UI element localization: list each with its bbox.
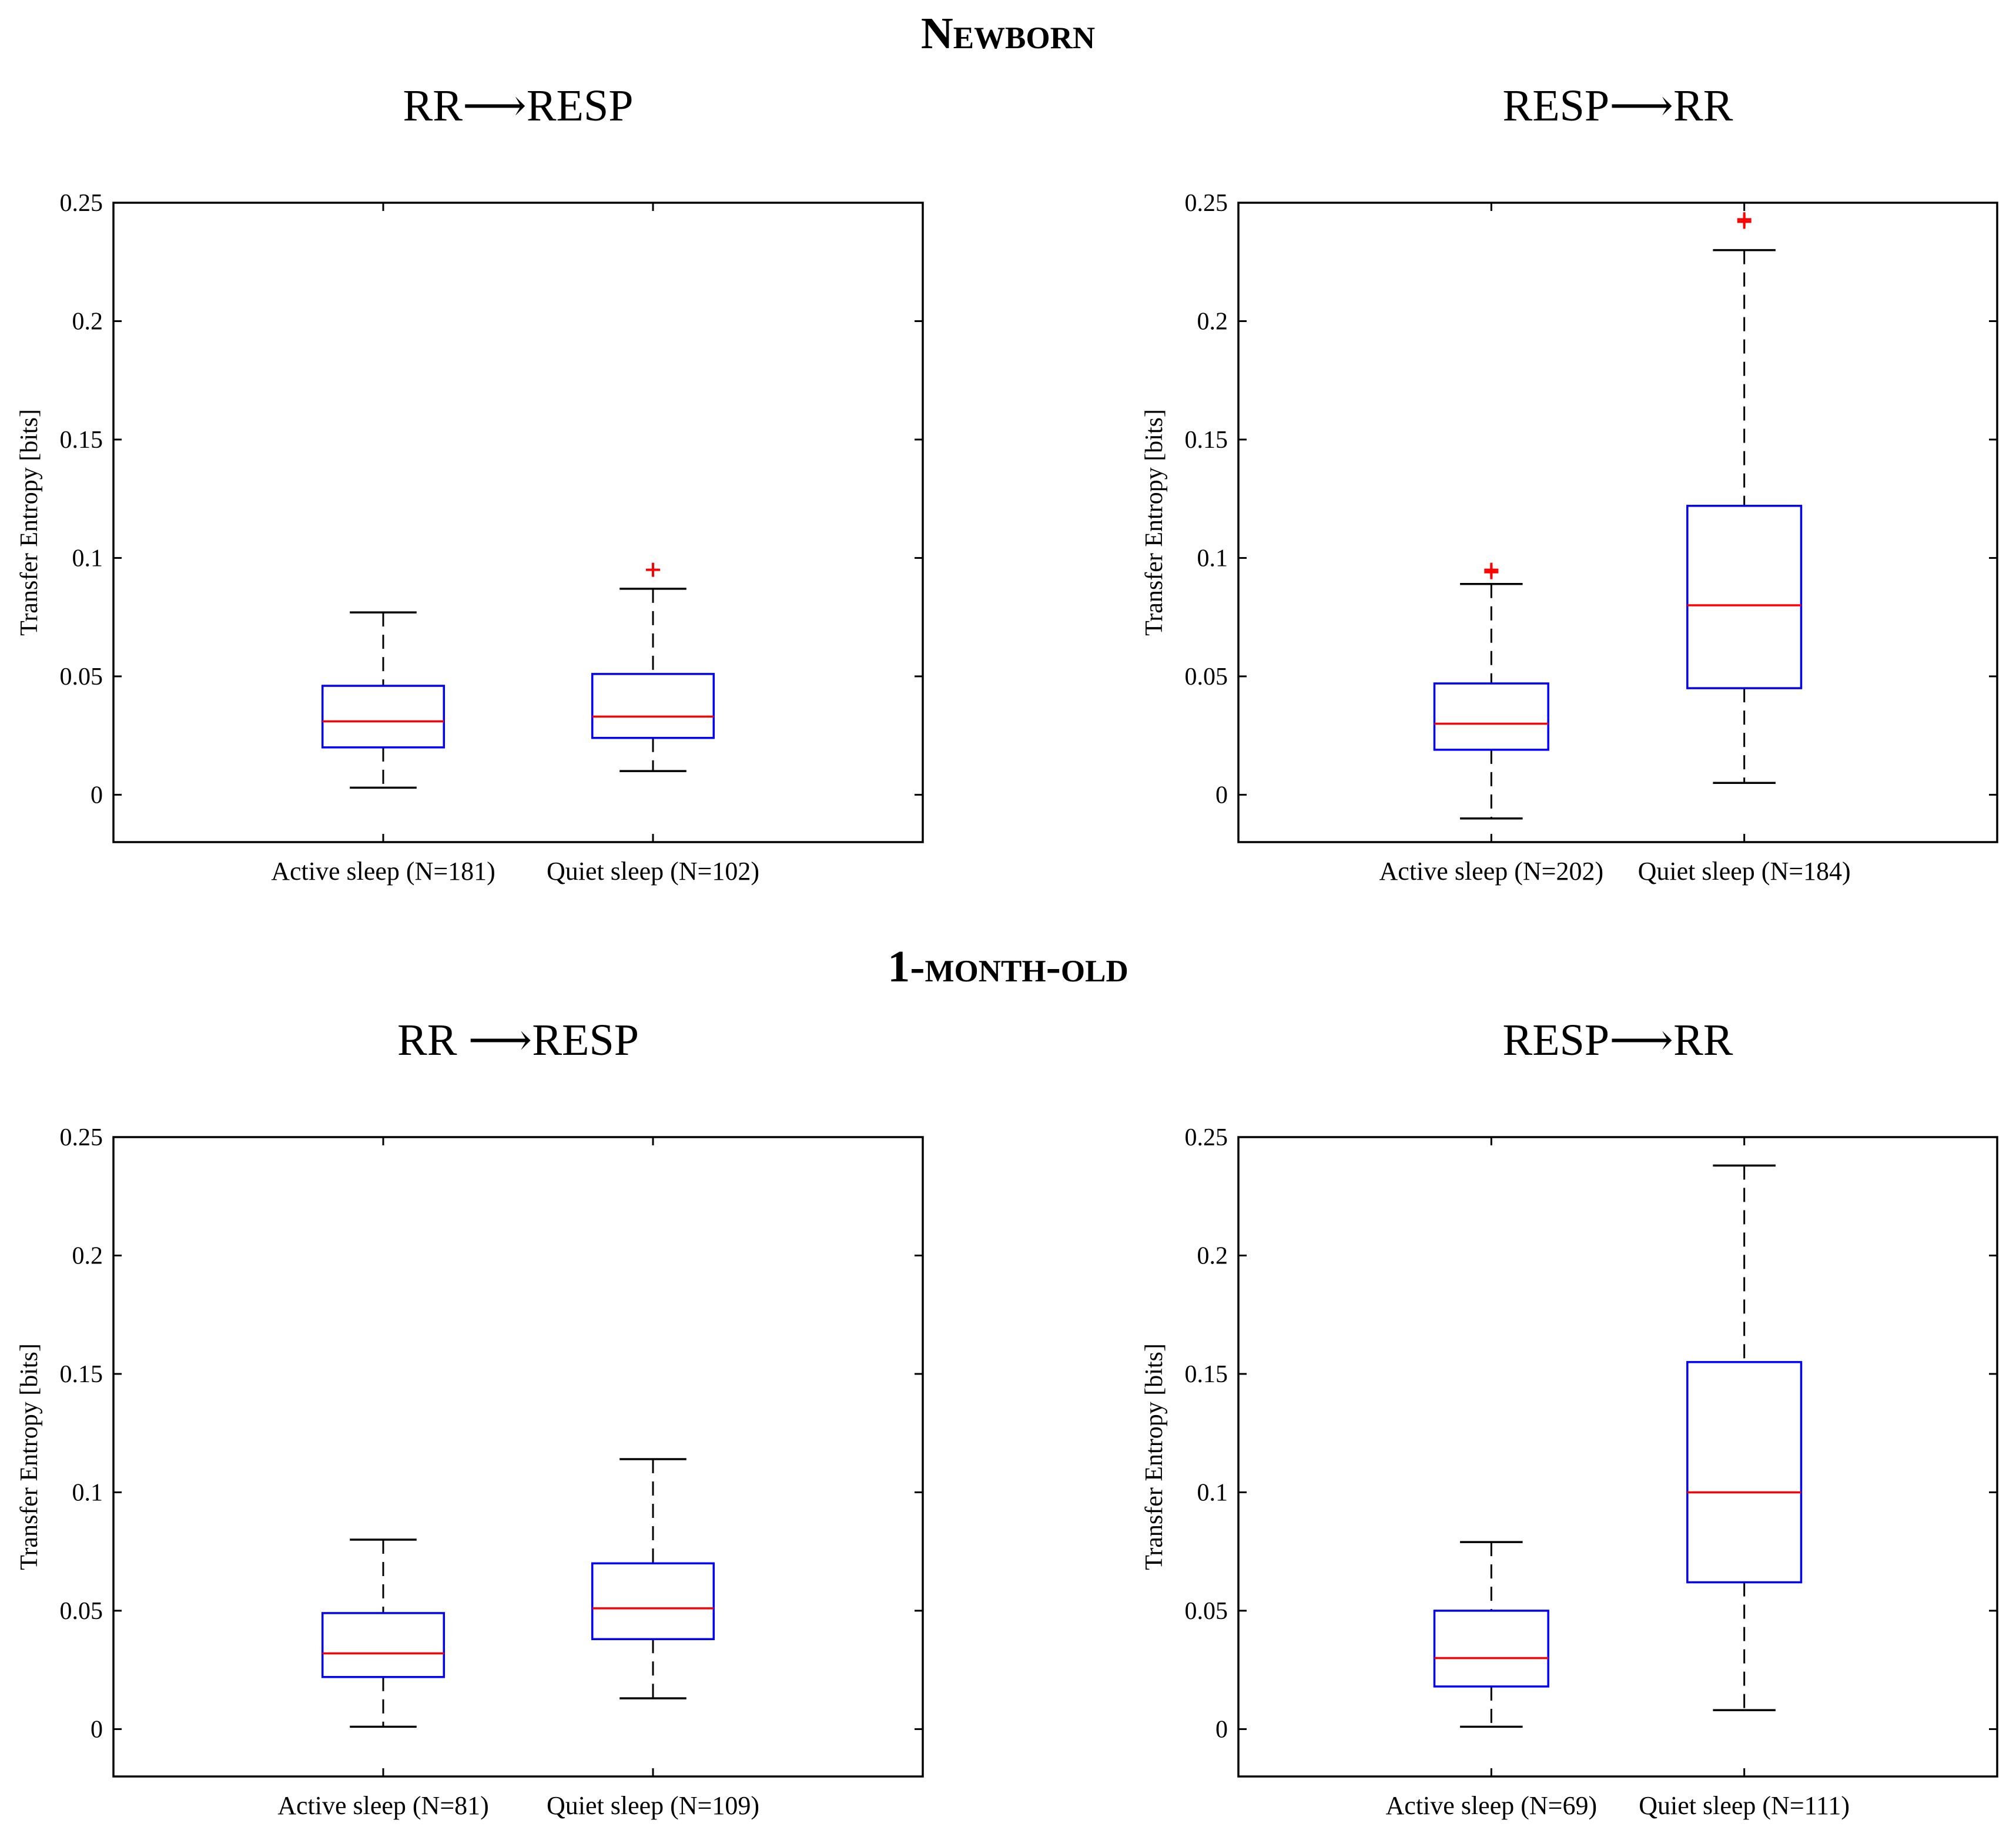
plot-frame — [112, 202, 924, 843]
boxplot-panel-1: RR⟶RESP 0 0.05 0.1 0.15 0.2 0.25 Transfer Entro… — [16, 81, 924, 886]
y-tick-label: 0 — [1215, 1716, 1228, 1743]
plot-frame — [1237, 1136, 1998, 1778]
y-tick-label: 0.25 — [1185, 190, 1228, 217]
iqr-box — [321, 685, 446, 749]
heading-newborn-text: Newborn — [920, 9, 1096, 58]
category-label: Quiet sleep (N=111) — [1639, 1791, 1850, 1820]
y-tick-label: 0.25 — [60, 190, 103, 217]
heading-newborn: Newborn — [0, 8, 2016, 59]
box-2 — [1686, 1164, 1803, 1711]
plot-frame — [1237, 202, 1998, 843]
y-tick-label: 0.2 — [1197, 1242, 1228, 1269]
y-tick-label: 0.05 — [60, 663, 103, 690]
category-label: Active sleep (N=202) — [1379, 857, 1604, 886]
y-tick-label: 0.05 — [60, 1598, 103, 1625]
iqr-box — [1686, 1361, 1803, 1584]
panel-title: RESP⟶RR — [1503, 1015, 1733, 1065]
y-tick-label: 0.25 — [60, 1124, 103, 1151]
boxplot-panel-4: RESP⟶RR 0 0.05 0.1 0.15 0.2 0.25 Transfer Entro… — [1141, 1015, 1998, 1820]
y-tick-label: 0.15 — [1185, 1361, 1228, 1388]
y-tick-label: 0 — [91, 782, 103, 809]
y-tick-label: 0 — [1215, 782, 1228, 809]
panel-title: RESP⟶RR — [1503, 81, 1733, 130]
category-label: Quiet sleep (N=102) — [547, 857, 759, 886]
box-1 — [1433, 562, 1549, 820]
iqr-box — [1686, 505, 1803, 689]
iqr-box — [321, 1612, 446, 1678]
y-tick-label: 0.15 — [60, 427, 103, 454]
y-tick-label: 0.15 — [1185, 427, 1228, 454]
panel-title: RR⟶RESP — [403, 81, 634, 130]
box-1 — [321, 1538, 446, 1728]
y-tick-label: 0.1 — [1197, 1479, 1228, 1506]
category-label: Active sleep (N=69) — [1386, 1791, 1598, 1820]
heading-month-text: 1-month-old — [888, 942, 1128, 991]
panel-title: RR ⟶RESP — [397, 1015, 639, 1065]
box-2 — [591, 1458, 715, 1699]
box-1 — [321, 611, 446, 789]
category-label: Active sleep (N=181) — [271, 857, 495, 886]
y-axis-label: Transfer Entropy [bits] — [16, 1343, 43, 1570]
box-2 — [1686, 212, 1803, 785]
category-label: Quiet sleep (N=109) — [547, 1791, 759, 1820]
iqr-box — [591, 673, 715, 739]
y-tick-label: 0.05 — [1185, 1598, 1228, 1625]
iqr-box — [591, 1562, 715, 1641]
y-tick-label: 0.05 — [1185, 663, 1228, 690]
y-tick-label: 0.1 — [72, 1479, 103, 1506]
y-tick-label: 0.2 — [1197, 308, 1228, 335]
iqr-box — [1433, 1610, 1549, 1688]
y-tick-label: 0.25 — [1185, 1124, 1228, 1151]
y-tick-label: 0 — [91, 1716, 103, 1743]
y-tick-label: 0.2 — [72, 308, 103, 335]
box-2 — [591, 562, 715, 772]
iqr-box — [1433, 682, 1549, 751]
plot-frame — [112, 1136, 924, 1778]
boxplot-panel-2: RESP⟶RR 0 0.05 0.1 0.15 0.2 0.25 Transfer Entro… — [1141, 81, 1998, 886]
category-label: Quiet sleep (N=184) — [1638, 857, 1851, 886]
heading-1-month-old: 1-month-old — [0, 941, 2016, 993]
y-tick-label: 0.1 — [1197, 545, 1228, 572]
y-tick-label: 0.2 — [72, 1242, 103, 1269]
boxplot-panel-3: RR ⟶RESP 0 0.05 0.1 0.15 0.2 0.25 Transfer Entr… — [16, 1015, 924, 1820]
y-axis-label: Transfer Entropy [bits] — [1141, 409, 1168, 636]
y-axis-label: Transfer Entropy [bits] — [16, 409, 43, 636]
category-label: Active sleep (N=81) — [277, 1791, 489, 1820]
y-axis-label: Transfer Entropy [bits] — [1141, 1343, 1168, 1570]
y-tick-label: 0.1 — [72, 545, 103, 572]
y-tick-label: 0.15 — [60, 1361, 103, 1388]
box-1 — [1433, 1541, 1549, 1728]
